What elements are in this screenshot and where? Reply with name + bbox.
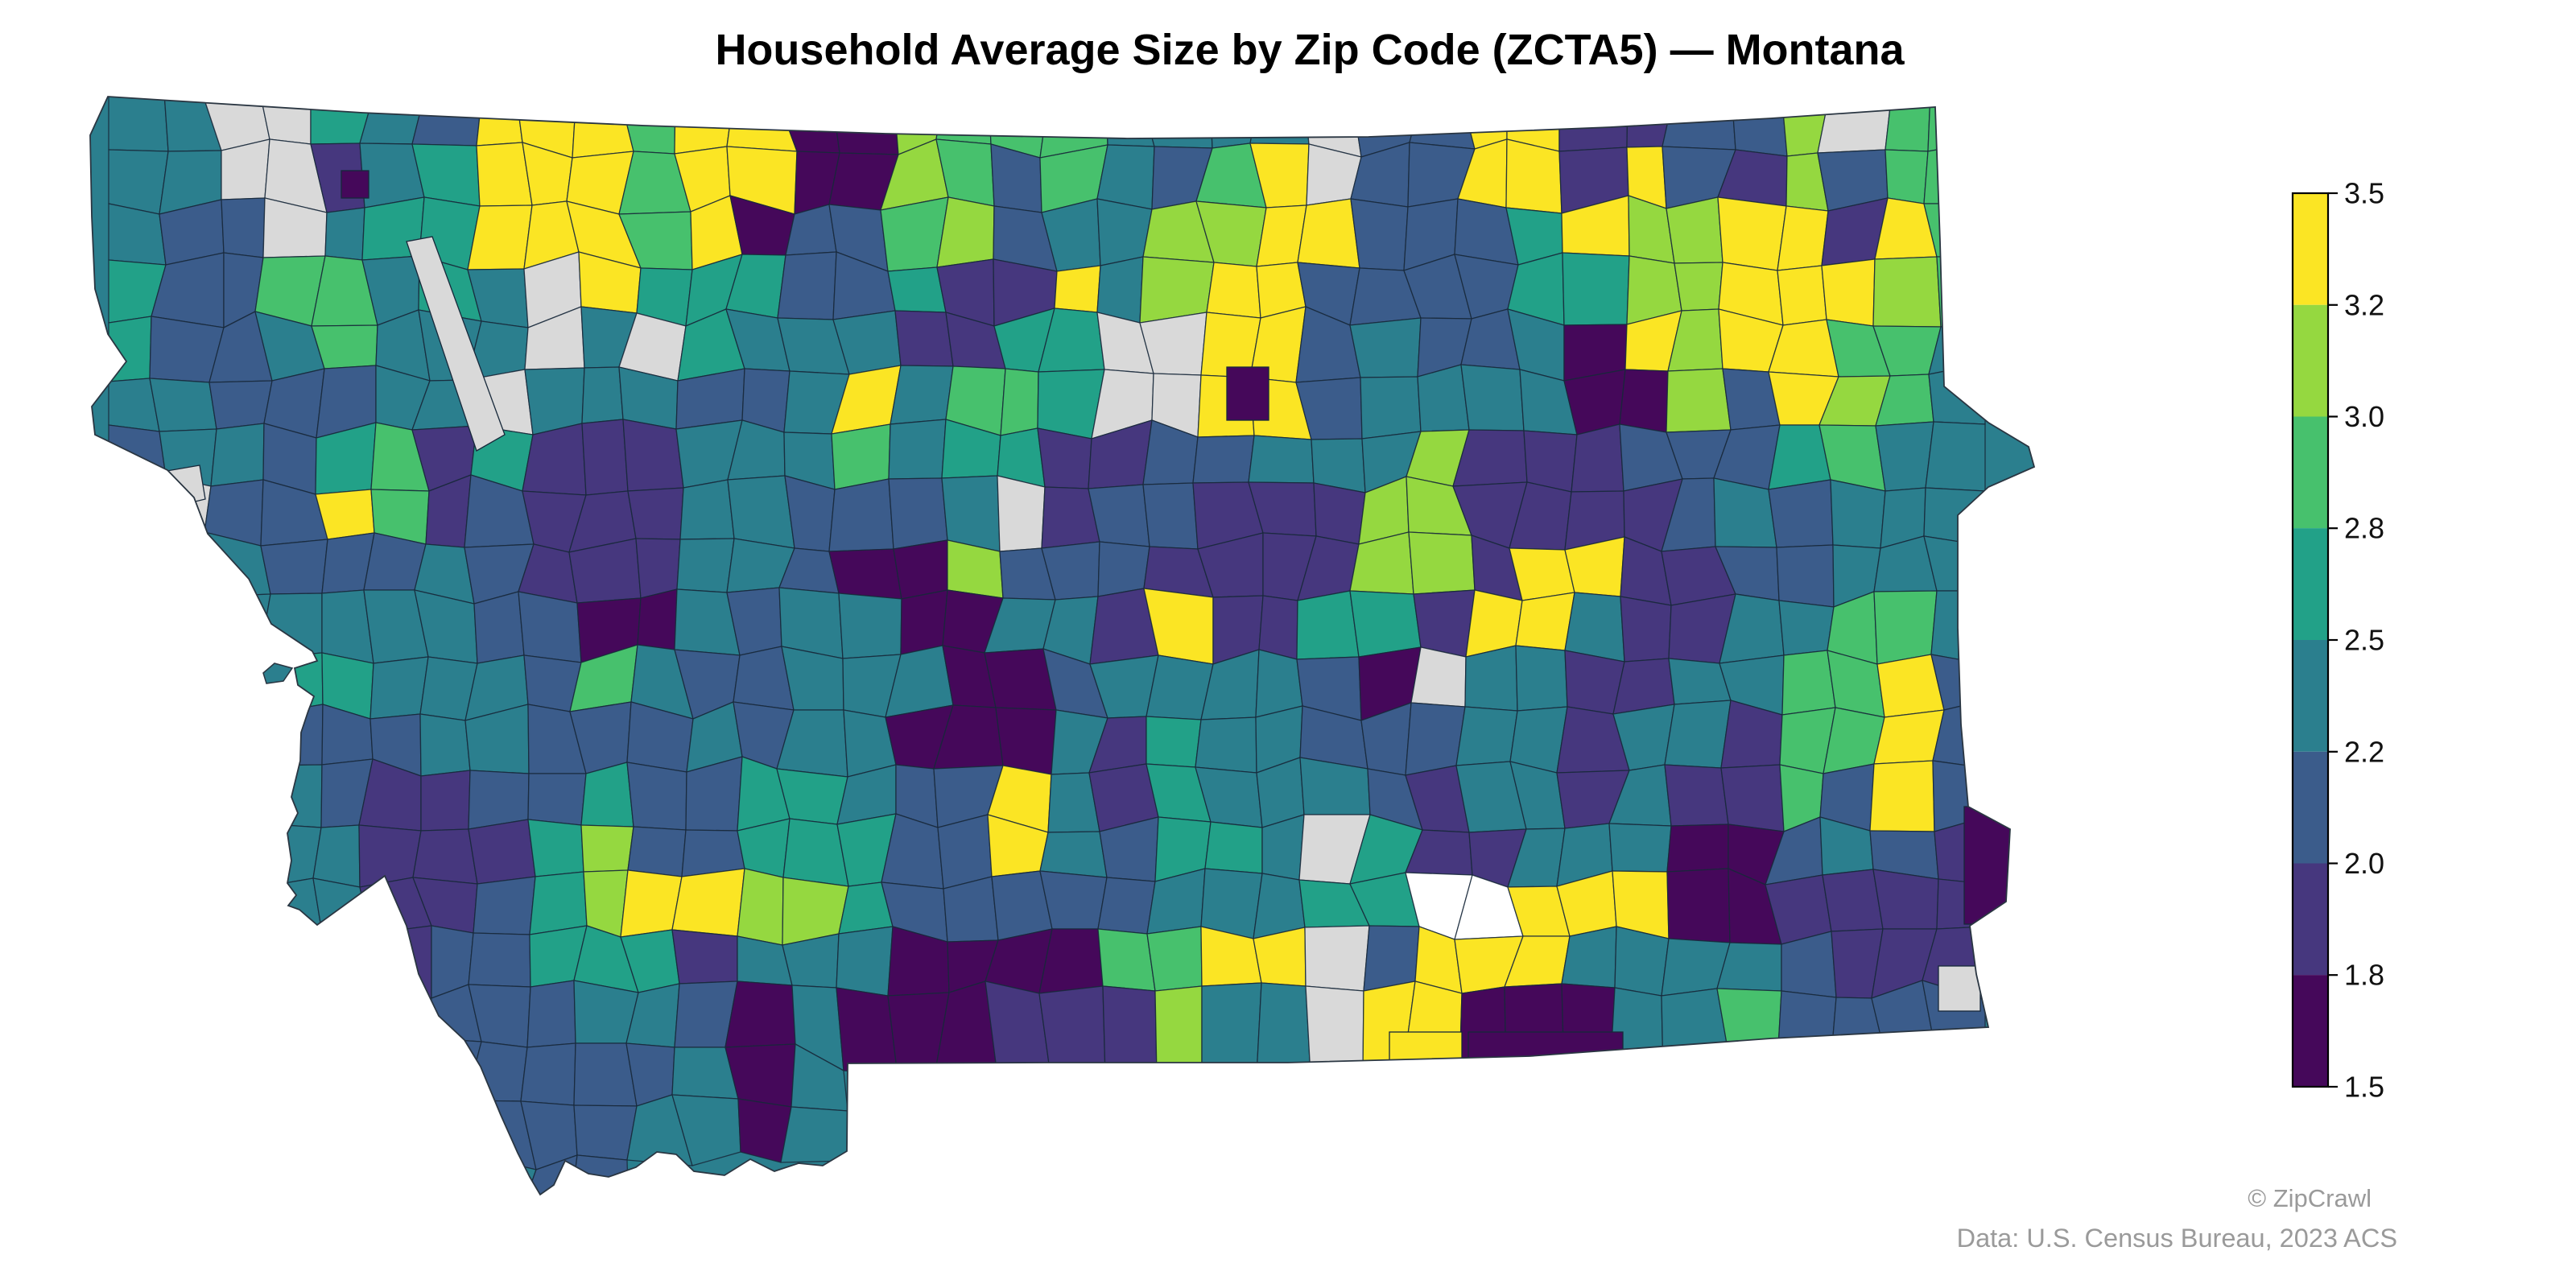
svg-text:1.8: 1.8 [2344, 959, 2384, 992]
svg-text:3.0: 3.0 [2344, 400, 2384, 433]
svg-text:2.2: 2.2 [2344, 735, 2384, 768]
svg-text:© ZipCrawl: © ZipCrawl [2248, 1184, 2372, 1212]
svg-text:3.2: 3.2 [2344, 288, 2384, 321]
svg-text:Household Average Size by Zip: Household Average Size by Zip Code (ZCTA… [715, 26, 1905, 74]
svg-text:2.5: 2.5 [2344, 624, 2384, 657]
svg-text:3.5: 3.5 [2344, 177, 2384, 210]
svg-text:2.0: 2.0 [2344, 847, 2384, 880]
svg-text:1.5: 1.5 [2344, 1071, 2384, 1104]
svg-text:2.8: 2.8 [2344, 512, 2384, 545]
svg-text:Data: U.S. Census Bureau, 2023: Data: U.S. Census Bureau, 2023 ACS [1957, 1224, 2397, 1253]
